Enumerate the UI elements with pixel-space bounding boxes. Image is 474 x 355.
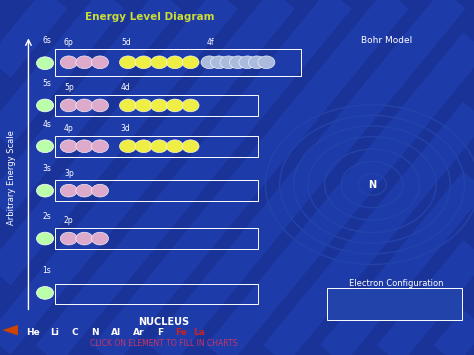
Circle shape	[182, 140, 199, 153]
Text: Fe: Fe	[175, 328, 187, 338]
Bar	[55, 136, 258, 157]
Circle shape	[151, 99, 168, 112]
Circle shape	[119, 56, 137, 69]
Circle shape	[60, 184, 77, 197]
Circle shape	[210, 56, 228, 69]
Text: N: N	[368, 180, 376, 190]
Circle shape	[182, 56, 199, 69]
Text: 4p: 4p	[64, 124, 74, 133]
Text: 5p: 5p	[64, 83, 74, 92]
Circle shape	[248, 56, 265, 69]
Bar	[327, 288, 462, 320]
Text: 2p: 2p	[64, 217, 73, 225]
Circle shape	[36, 184, 54, 197]
Text: C: C	[72, 328, 78, 338]
Circle shape	[201, 56, 218, 69]
Circle shape	[166, 56, 183, 69]
Text: Bohr Model: Bohr Model	[361, 36, 412, 45]
Text: 3d: 3d	[121, 124, 131, 133]
Text: 5s: 5s	[43, 79, 52, 88]
Bar	[55, 95, 258, 116]
Bar	[55, 180, 258, 201]
Text: 2s: 2s	[43, 212, 51, 221]
Bar	[55, 228, 258, 249]
Circle shape	[182, 99, 199, 112]
Text: Al: Al	[110, 328, 121, 338]
Text: 5d: 5d	[121, 38, 131, 47]
Text: N: N	[91, 328, 99, 338]
Bar	[55, 49, 301, 76]
Circle shape	[135, 140, 152, 153]
Text: Electron Configuration: Electron Configuration	[348, 279, 443, 288]
Polygon shape	[2, 325, 18, 335]
Circle shape	[91, 184, 109, 197]
Circle shape	[119, 140, 137, 153]
Circle shape	[36, 286, 54, 299]
Circle shape	[36, 57, 54, 70]
Circle shape	[151, 140, 168, 153]
Circle shape	[76, 184, 93, 197]
Text: F: F	[157, 328, 163, 338]
Text: NUCLEUS: NUCLEUS	[138, 317, 189, 327]
Text: 6s: 6s	[43, 37, 52, 45]
Circle shape	[135, 56, 152, 69]
Circle shape	[119, 99, 137, 112]
Circle shape	[36, 99, 54, 112]
Circle shape	[36, 140, 54, 153]
Circle shape	[76, 56, 93, 69]
Bar	[55, 284, 258, 304]
Text: 3p: 3p	[64, 169, 74, 178]
Circle shape	[91, 99, 109, 112]
Circle shape	[166, 140, 183, 153]
Circle shape	[220, 56, 237, 69]
Circle shape	[60, 140, 77, 153]
Circle shape	[60, 56, 77, 69]
Circle shape	[76, 232, 93, 245]
Circle shape	[258, 56, 275, 69]
Circle shape	[36, 232, 54, 245]
Circle shape	[76, 99, 93, 112]
Circle shape	[91, 140, 109, 153]
Text: Arbitrary Energy Scale: Arbitrary Energy Scale	[8, 130, 16, 225]
Circle shape	[135, 99, 152, 112]
Text: 1s: 1s	[43, 266, 51, 275]
Text: La: La	[193, 328, 205, 338]
Circle shape	[91, 232, 109, 245]
Circle shape	[239, 56, 256, 69]
Text: Ar: Ar	[133, 328, 144, 338]
Text: 3s: 3s	[43, 164, 52, 173]
Text: 4s: 4s	[43, 120, 52, 129]
Text: Energy Level Diagram: Energy Level Diagram	[85, 12, 215, 22]
Circle shape	[229, 56, 246, 69]
Circle shape	[60, 232, 77, 245]
Circle shape	[91, 56, 109, 69]
Text: CLICK ON ELEMENT TO FILL IN CHARTS: CLICK ON ELEMENT TO FILL IN CHARTS	[90, 339, 237, 348]
Circle shape	[166, 99, 183, 112]
Circle shape	[60, 99, 77, 112]
Text: Li: Li	[50, 328, 59, 338]
Text: 4d: 4d	[121, 83, 131, 92]
Circle shape	[76, 140, 93, 153]
Text: 6p: 6p	[64, 38, 74, 47]
Text: 4f: 4f	[206, 38, 214, 47]
Text: He: He	[26, 328, 40, 338]
Circle shape	[151, 56, 168, 69]
